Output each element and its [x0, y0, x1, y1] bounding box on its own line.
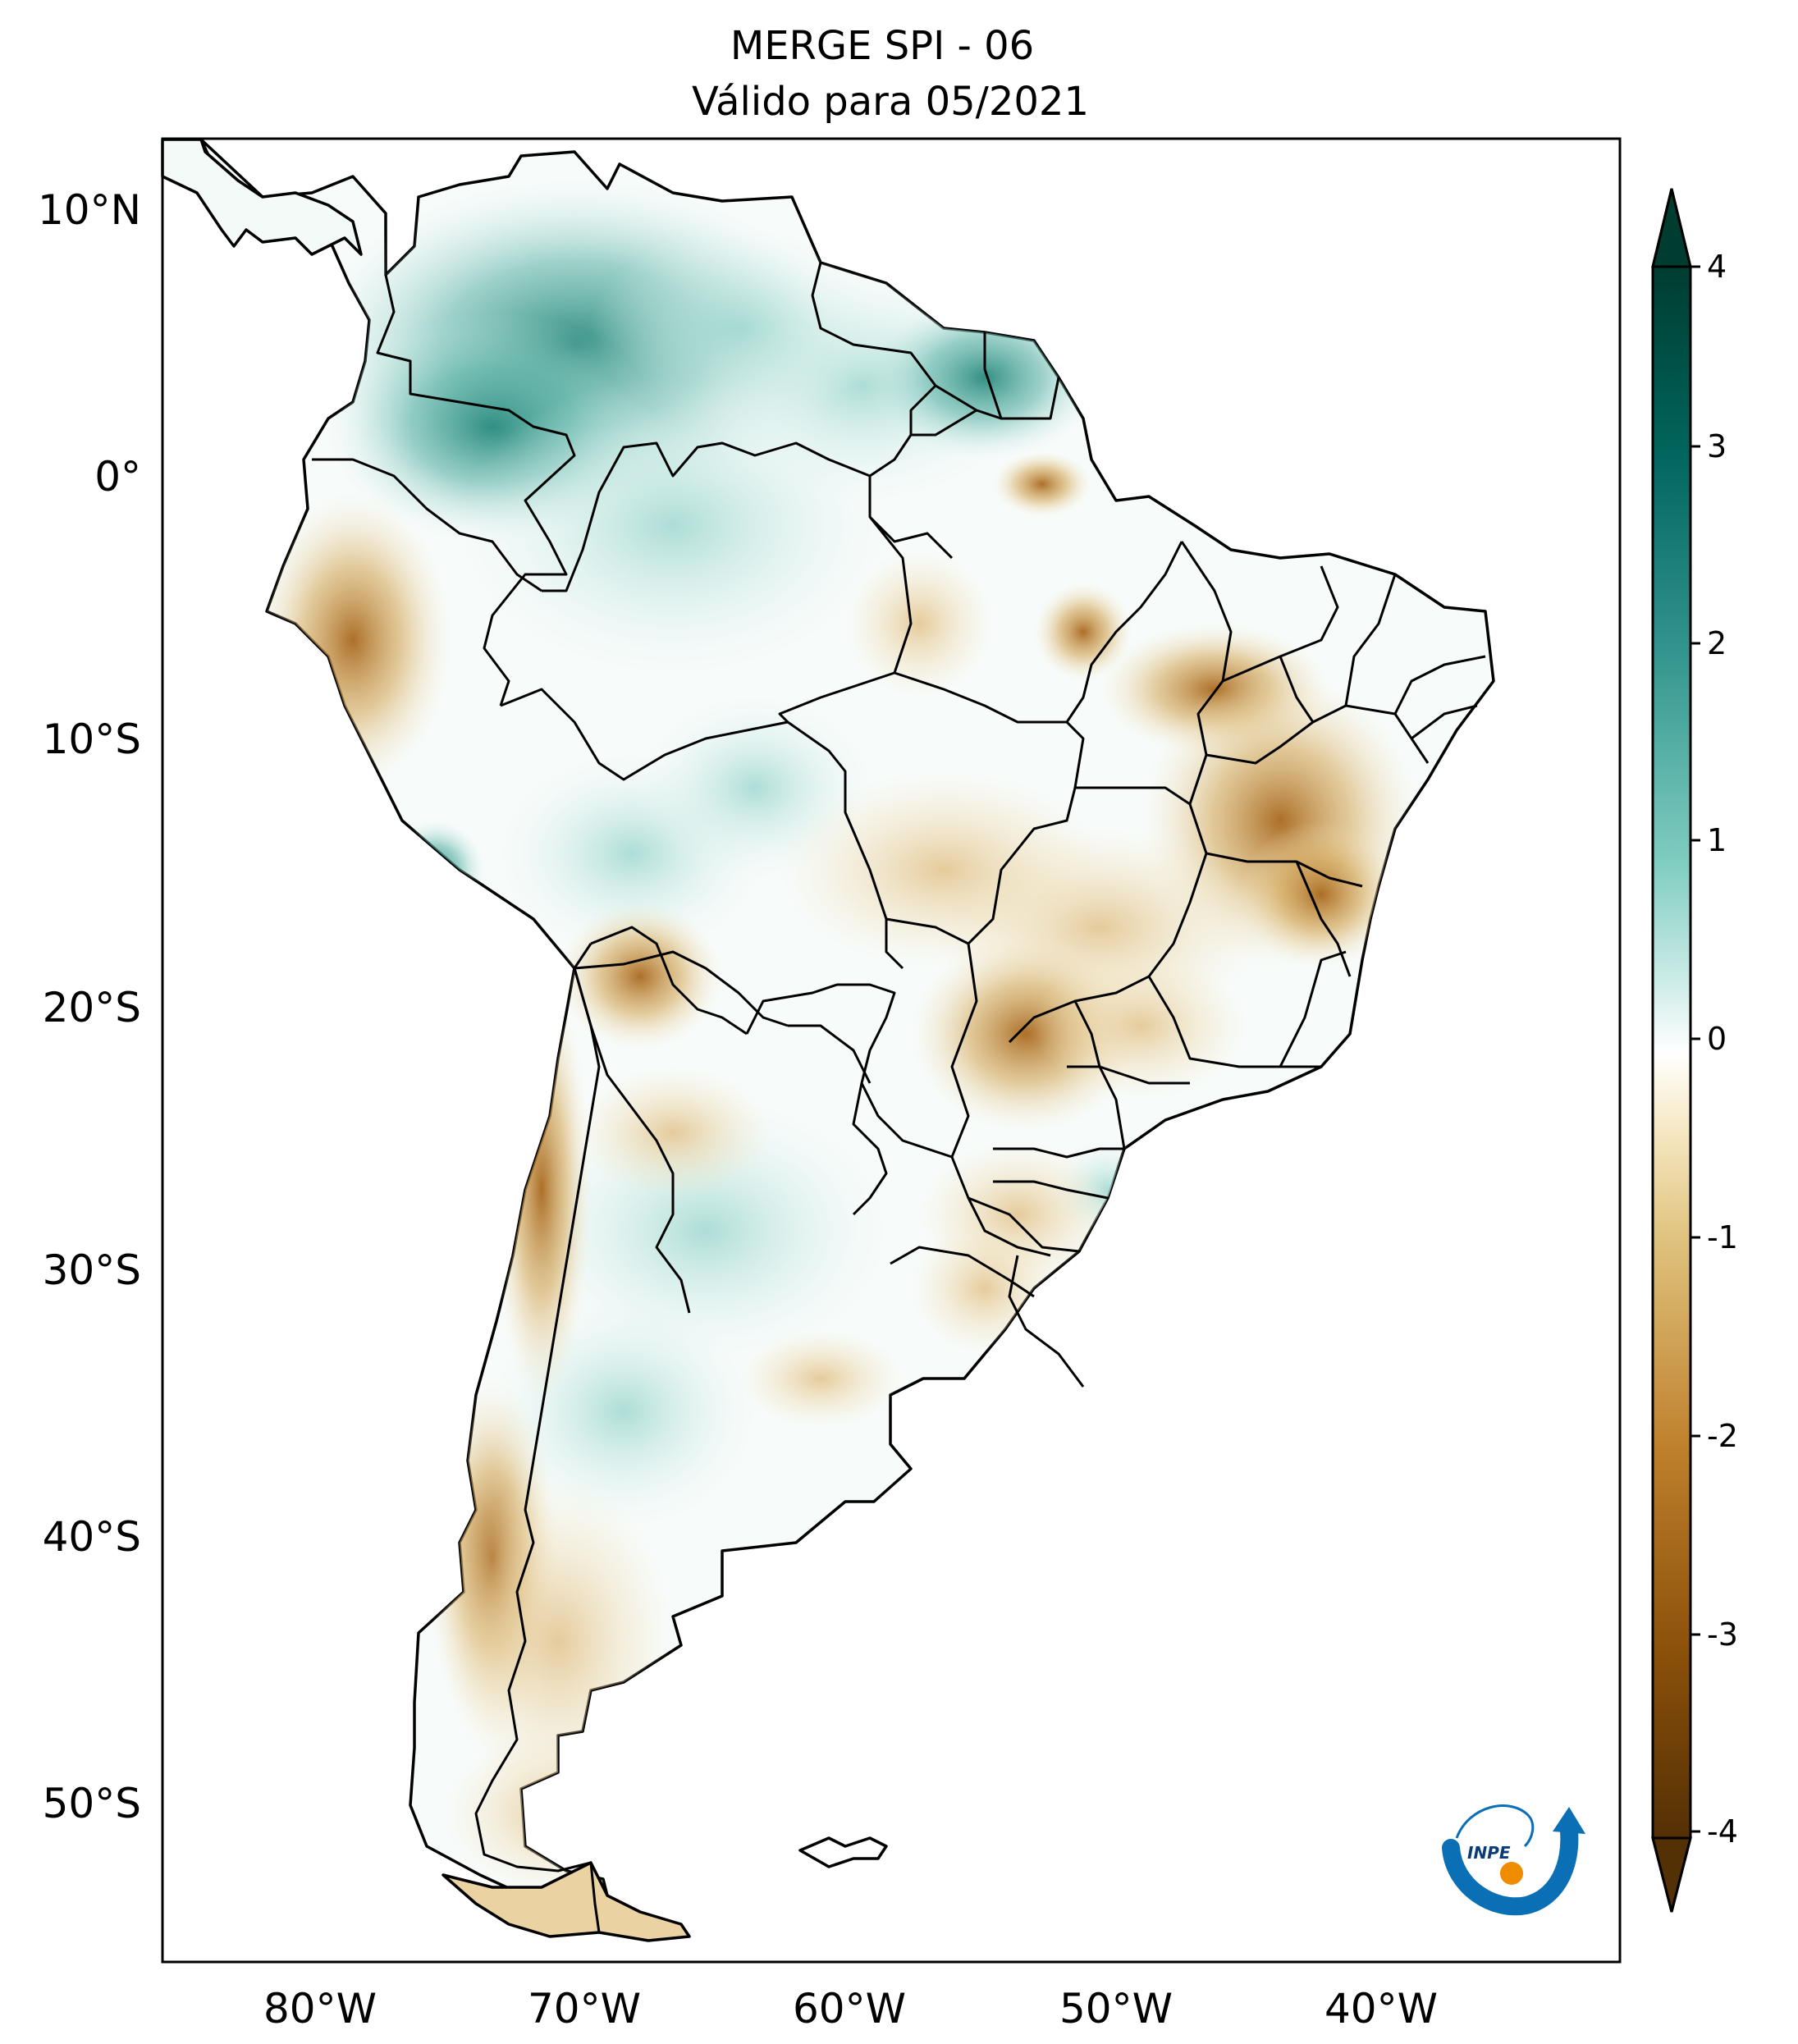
colorbar-outline — [1651, 188, 1692, 1913]
colorbar-tick-2: 2 — [1707, 625, 1727, 661]
colorbar-tick-neg3: -3 — [1707, 1616, 1738, 1653]
colorbar-gradient — [1653, 267, 1690, 1838]
latitude-axis: 10°N 0° 10°S 20°S 30°S 40°S 50°S — [38, 186, 141, 1827]
lon-label-50w: 50°W — [1059, 1985, 1173, 2033]
colorbar: 4 3 2 1 0 -1 -2 -3 -4 — [1651, 188, 1738, 1913]
colorbar-tick-neg2: -2 — [1707, 1418, 1738, 1454]
lat-label-30s: 30°S — [43, 1246, 141, 1294]
spi-anomaly-field — [254, 181, 1420, 1895]
map-frame — [161, 137, 1622, 1964]
lon-label-60w: 60°W — [793, 1985, 906, 2033]
map-subtitle: Válido para 05/2021 — [692, 79, 1089, 125]
lat-label-0: 0° — [94, 453, 141, 501]
colorbar-tick-1: 1 — [1707, 822, 1727, 858]
map-title: MERGE SPI - 06 — [730, 23, 1034, 69]
lon-label-40w: 40°W — [1324, 1985, 1438, 2033]
colorbar-ticks — [1690, 265, 1700, 1833]
inpe-arrowhead-icon — [1553, 1807, 1585, 1834]
colorbar-lower-extension — [1651, 1836, 1692, 1913]
inpe-logo-text: INPE — [1467, 1843, 1511, 1863]
colorbar-tick-0: 0 — [1707, 1021, 1727, 1057]
lat-label-10s: 10°S — [43, 716, 141, 763]
lon-label-70w: 70°W — [528, 1985, 641, 2033]
inpe-logo: INPE — [1442, 1804, 1585, 1916]
colorbar-tick-neg4: -4 — [1707, 1813, 1738, 1850]
falkland-islands — [798, 1836, 888, 1868]
longitude-axis: 80°W 70°W 60°W 50°W 40°W — [263, 1985, 1438, 2033]
lon-label-80w: 80°W — [263, 1985, 377, 2033]
colorbar-upper-extension — [1651, 188, 1692, 268]
inpe-sun-icon — [1500, 1862, 1523, 1885]
lat-label-50s: 50°S — [43, 1780, 141, 1827]
lat-label-40s: 40°S — [43, 1513, 141, 1561]
inpe-orbit-arrow-icon — [1442, 1822, 1579, 1916]
tierra-del-fuego — [441, 1861, 691, 1942]
political-borders — [312, 262, 1486, 1933]
colorbar-tick-4: 4 — [1707, 249, 1727, 285]
colorbar-tick-3: 3 — [1707, 428, 1727, 464]
colorbar-tick-neg1: -1 — [1707, 1219, 1738, 1255]
central-america-strip — [161, 138, 363, 256]
lat-label-20s: 20°S — [43, 984, 141, 1031]
inpe-thin-orbit-icon — [1455, 1804, 1535, 1848]
lat-label-10n: 10°N — [38, 186, 141, 234]
